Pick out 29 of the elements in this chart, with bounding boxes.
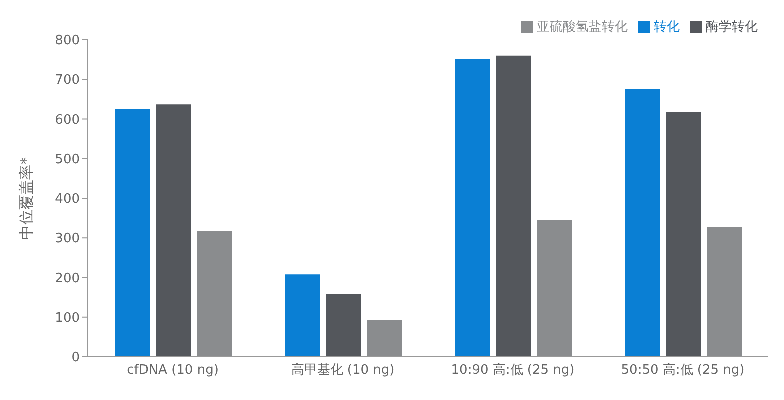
bar [625,89,660,357]
bar [285,274,320,357]
y-axis-title: 中位覆盖率* [17,156,36,240]
bar [707,227,742,357]
y-tick-label: 400 [55,192,80,208]
x-tick-label: 10:90 高:低 (25 ng) [451,362,575,378]
y-tick-label: 600 [55,112,80,128]
bar [455,59,490,357]
bar [666,112,702,357]
x-tick-label: 高甲基化 (10 ng) [291,362,395,378]
bar [115,109,150,357]
y-tick-label: 500 [55,152,80,168]
x-tick-label: 50:50 高:低 (25 ng) [621,362,745,378]
y-tick-label: 0 [72,350,80,366]
legend-label: 酶学转化 [706,20,758,35]
legend-label: 亚硫酸氢盐转化 [537,20,628,35]
y-tick-label: 200 [55,271,80,286]
x-tick-label: cfDNA (10 ng) [127,363,219,378]
y-tick-label: 100 [55,310,80,326]
legend-label: 转化 [654,20,680,35]
bar [156,104,192,357]
bar [197,231,232,357]
bar [537,220,572,357]
bar [326,294,362,357]
y-tick-label: 800 [55,34,80,49]
bar [496,56,532,357]
y-tick-label: 700 [55,73,80,88]
bar [367,320,402,357]
y-tick-label: 300 [55,232,80,247]
